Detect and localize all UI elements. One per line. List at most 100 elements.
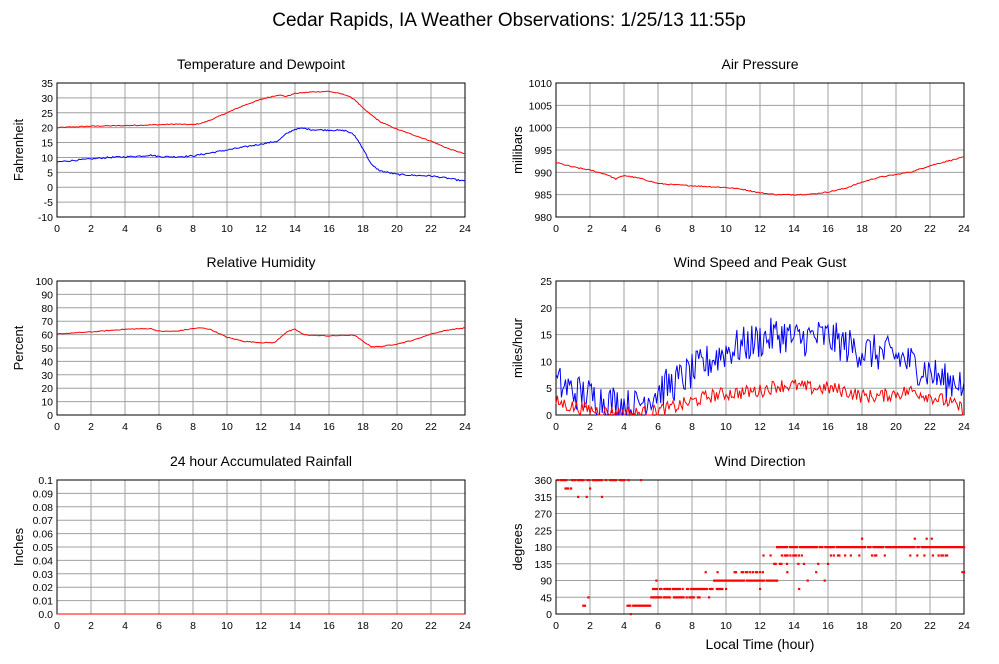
series-line-1 bbox=[555, 317, 965, 416]
data-point bbox=[561, 479, 564, 482]
data-point bbox=[698, 596, 701, 599]
x-tick-label: 20 bbox=[391, 620, 403, 632]
data-point bbox=[751, 571, 755, 574]
x-tick-label: 12 bbox=[255, 421, 267, 433]
data-point bbox=[715, 579, 719, 582]
data-point bbox=[586, 479, 589, 482]
x-tick-label: 12 bbox=[754, 620, 766, 632]
x-tick-label: 14 bbox=[788, 223, 800, 235]
x-tick-label: 16 bbox=[323, 421, 335, 433]
data-point bbox=[718, 587, 721, 591]
data-point bbox=[738, 579, 741, 582]
data-point bbox=[696, 596, 700, 599]
data-point bbox=[896, 546, 899, 549]
data-point bbox=[650, 596, 653, 599]
data-point bbox=[759, 579, 763, 582]
data-point bbox=[759, 587, 762, 591]
data-point bbox=[677, 596, 680, 599]
data-point bbox=[570, 479, 574, 482]
data-point bbox=[810, 546, 813, 549]
data-point bbox=[887, 546, 891, 549]
data-point bbox=[672, 596, 676, 599]
data-point bbox=[640, 604, 643, 607]
data-point bbox=[678, 596, 681, 599]
y-axis-label: Percent bbox=[11, 325, 26, 370]
data-point bbox=[673, 587, 676, 591]
data-point bbox=[885, 546, 888, 549]
data-point bbox=[653, 587, 656, 591]
data-point bbox=[815, 571, 818, 574]
x-tick-label: 20 bbox=[890, 620, 902, 632]
data-point bbox=[963, 571, 966, 574]
data-point bbox=[793, 554, 796, 557]
y-tick-label: 270 bbox=[534, 509, 552, 521]
x-tick-label: 8 bbox=[689, 620, 695, 632]
x-tick-label: 22 bbox=[425, 421, 437, 433]
data-point bbox=[844, 554, 847, 557]
data-point bbox=[961, 571, 964, 574]
data-point bbox=[692, 596, 695, 599]
data-point bbox=[587, 596, 590, 599]
plot-area bbox=[555, 82, 965, 218]
data-point bbox=[872, 546, 875, 549]
data-point bbox=[946, 546, 949, 549]
data-point bbox=[600, 479, 603, 482]
data-point bbox=[634, 604, 638, 607]
data-point bbox=[798, 546, 801, 549]
x-tick-label: 16 bbox=[323, 620, 335, 632]
data-point bbox=[807, 546, 810, 549]
data-point bbox=[903, 546, 906, 549]
data-point bbox=[961, 546, 964, 549]
data-point bbox=[701, 587, 704, 591]
data-point bbox=[718, 579, 721, 582]
data-point bbox=[662, 596, 666, 599]
data-point bbox=[627, 479, 630, 482]
chart-title: Relative Humidity bbox=[207, 254, 316, 270]
data-point bbox=[937, 546, 940, 549]
data-point bbox=[654, 587, 657, 591]
data-point bbox=[666, 587, 669, 591]
data-point bbox=[827, 562, 830, 565]
y-tick-label: 360 bbox=[534, 475, 552, 487]
data-point bbox=[856, 546, 859, 549]
x-tick-label: 2 bbox=[88, 620, 94, 632]
y-tick-label: 315 bbox=[534, 492, 552, 504]
x-tick-label: 18 bbox=[856, 421, 868, 433]
data-point bbox=[954, 546, 957, 549]
data-point bbox=[609, 479, 612, 482]
data-point bbox=[690, 587, 693, 591]
data-point bbox=[685, 596, 688, 599]
data-point bbox=[940, 554, 943, 557]
data-point bbox=[768, 579, 771, 582]
data-point bbox=[649, 604, 652, 607]
x-tick-label: 22 bbox=[924, 421, 936, 433]
data-point bbox=[917, 546, 920, 549]
data-point bbox=[916, 554, 919, 557]
chart-title: Air Pressure bbox=[721, 56, 798, 72]
chart-title: Temperature and Dewpoint bbox=[177, 56, 345, 72]
data-point bbox=[688, 596, 691, 599]
y-tick-label: 0 bbox=[546, 609, 552, 621]
y-tick-label: 0.0 bbox=[38, 609, 53, 621]
x-tick-label: 8 bbox=[190, 620, 196, 632]
y-axis-label: Fahrenheit bbox=[11, 119, 26, 182]
data-point bbox=[577, 495, 580, 498]
data-point bbox=[704, 571, 707, 574]
data-point bbox=[614, 479, 617, 482]
data-point bbox=[849, 546, 852, 549]
data-point bbox=[600, 495, 604, 498]
x-tick-label: 10 bbox=[221, 223, 233, 235]
data-point bbox=[821, 546, 824, 549]
data-point bbox=[766, 579, 770, 582]
y-tick-label: 985 bbox=[534, 190, 552, 202]
data-point bbox=[721, 587, 724, 591]
data-point bbox=[909, 554, 912, 557]
data-point bbox=[592, 479, 595, 482]
data-point bbox=[933, 546, 936, 549]
data-point bbox=[832, 546, 835, 549]
data-point bbox=[604, 479, 608, 482]
data-point bbox=[759, 571, 762, 574]
data-point bbox=[844, 546, 847, 549]
x-tick-label: 10 bbox=[221, 620, 233, 632]
